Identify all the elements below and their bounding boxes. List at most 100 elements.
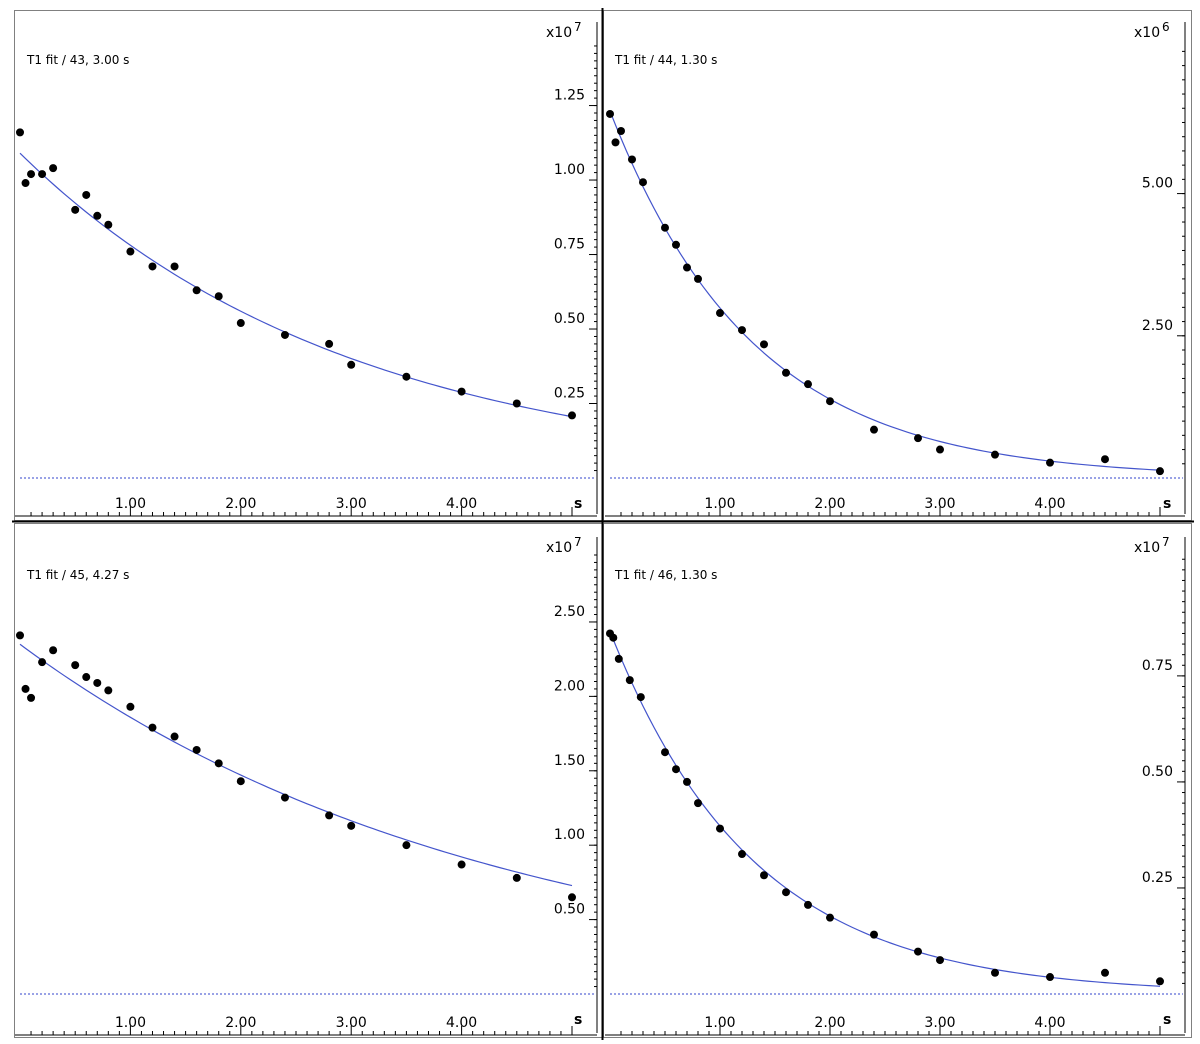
y-tick-label: 0.75: [554, 237, 585, 253]
x-tick-label: 2.00: [814, 496, 845, 512]
y-tick-label: 0.25: [554, 386, 585, 402]
data-point: [625, 676, 634, 685]
data-point: [914, 434, 922, 443]
fit-curve: [609, 110, 1161, 471]
data-point: [614, 654, 623, 663]
data-point: [716, 309, 724, 318]
data-point: [804, 900, 812, 909]
data-point: [347, 821, 356, 830]
data-point: [170, 262, 179, 271]
data-point: [38, 658, 47, 667]
data-point: [148, 262, 157, 271]
data-point: [82, 673, 91, 682]
data-point: [716, 824, 724, 833]
data-point: [1046, 458, 1054, 467]
fit-curve: [19, 643, 573, 887]
data-point: [71, 661, 80, 670]
data-point: [49, 646, 58, 655]
data-point: [760, 340, 768, 349]
data-point: [991, 968, 999, 977]
data-point: [457, 387, 466, 396]
data-point: [1046, 973, 1054, 982]
data-point: [1156, 467, 1164, 476]
data-point: [27, 170, 36, 179]
data-point: [683, 263, 691, 272]
chart-panel-3: T1 fit / 45, 4.27 s x10 7 0.50 1.00 1.50 2.00 2…: [15, 535, 598, 1036]
data-point: [683, 777, 691, 786]
data-point: [126, 247, 135, 256]
y-tick-label: 2.50: [554, 604, 585, 620]
data-point: [192, 286, 201, 295]
data-point: [914, 947, 922, 956]
chart-panel-1: T1 fit / 43, 3.00 s x10 7 0.25 0.50 0.75 1.00 1…: [15, 20, 598, 517]
y-multiplier: x10: [1134, 25, 1160, 41]
data-point: [738, 850, 746, 859]
data-point: [16, 128, 24, 137]
data-point: [672, 765, 680, 774]
data-point: [280, 330, 289, 339]
data-point: [738, 326, 746, 335]
y-tick-label: 1.25: [554, 88, 585, 104]
data-point: [457, 860, 466, 869]
x-tick-label: 4.00: [1034, 1015, 1065, 1031]
x-tick-label: 4.00: [446, 1015, 477, 1031]
x-tick-label: 3.00: [336, 1015, 367, 1031]
data-point: [694, 799, 702, 808]
data-point: [760, 871, 768, 880]
x-unit-label: s: [1163, 1012, 1171, 1028]
data-point: [936, 445, 944, 454]
x-tick-label: 1.00: [115, 496, 146, 512]
y-tick-label: 2.50: [1142, 318, 1173, 334]
data-point: [21, 684, 30, 693]
data-point: [347, 360, 356, 369]
x-tick-label: 2.00: [225, 1015, 256, 1031]
chart-panel-4: T1 fit / 46, 1.30 s x10 7 0.25 0.50 0.75 1.00 2…: [605, 535, 1186, 1036]
data-point: [16, 631, 24, 640]
data-point: [93, 211, 102, 220]
data-point: [661, 748, 669, 757]
y-multiplier-exponent: 7: [574, 20, 582, 34]
data-point: [214, 759, 223, 768]
data-point: [870, 425, 878, 434]
x-tick-label: 4.00: [446, 496, 477, 512]
data-point: [568, 893, 576, 902]
data-point: [782, 368, 790, 377]
data-point: [512, 873, 521, 882]
data-point: [639, 178, 647, 187]
y-tick-label: 0.75: [1142, 658, 1173, 674]
x-tick-label: 4.00: [1034, 496, 1065, 512]
y-multiplier-exponent: 7: [1162, 535, 1170, 549]
y-tick-label: 0.50: [554, 902, 585, 918]
y-multiplier: x10: [1134, 540, 1160, 556]
x-tick-label: 3.00: [924, 496, 955, 512]
data-point: [126, 702, 135, 711]
y-tick-label: 0.50: [554, 311, 585, 327]
data-point: [82, 190, 91, 199]
chart-title: T1 fit / 46, 1.30 s: [614, 568, 717, 582]
chart-panel-2: T1 fit / 44, 1.30 s x10 6 2.50 5.00 1.00 2.00 3…: [605, 20, 1186, 517]
data-point: [21, 179, 30, 188]
data-point: [512, 399, 521, 408]
data-point: [568, 411, 576, 420]
data-point: [104, 220, 113, 229]
y-multiplier-exponent: 6: [1162, 20, 1170, 34]
data-point: [1101, 455, 1109, 464]
y-multiplier-exponent: 7: [574, 535, 582, 549]
y-multiplier: x10: [546, 25, 572, 41]
x-tick-label: 3.00: [336, 496, 367, 512]
data-point: [661, 223, 669, 232]
chart-title: T1 fit / 45, 4.27 s: [26, 568, 129, 582]
x-unit-label: s: [574, 1012, 582, 1028]
data-point: [694, 274, 702, 283]
data-point: [71, 205, 80, 214]
y-tick-label: 5.00: [1142, 176, 1173, 192]
data-point: [402, 841, 411, 850]
data-point: [606, 109, 614, 118]
data-point: [170, 732, 179, 741]
data-point: [1156, 977, 1164, 986]
x-unit-label: s: [574, 496, 582, 512]
data-point: [49, 164, 58, 173]
data-point: [870, 930, 878, 939]
